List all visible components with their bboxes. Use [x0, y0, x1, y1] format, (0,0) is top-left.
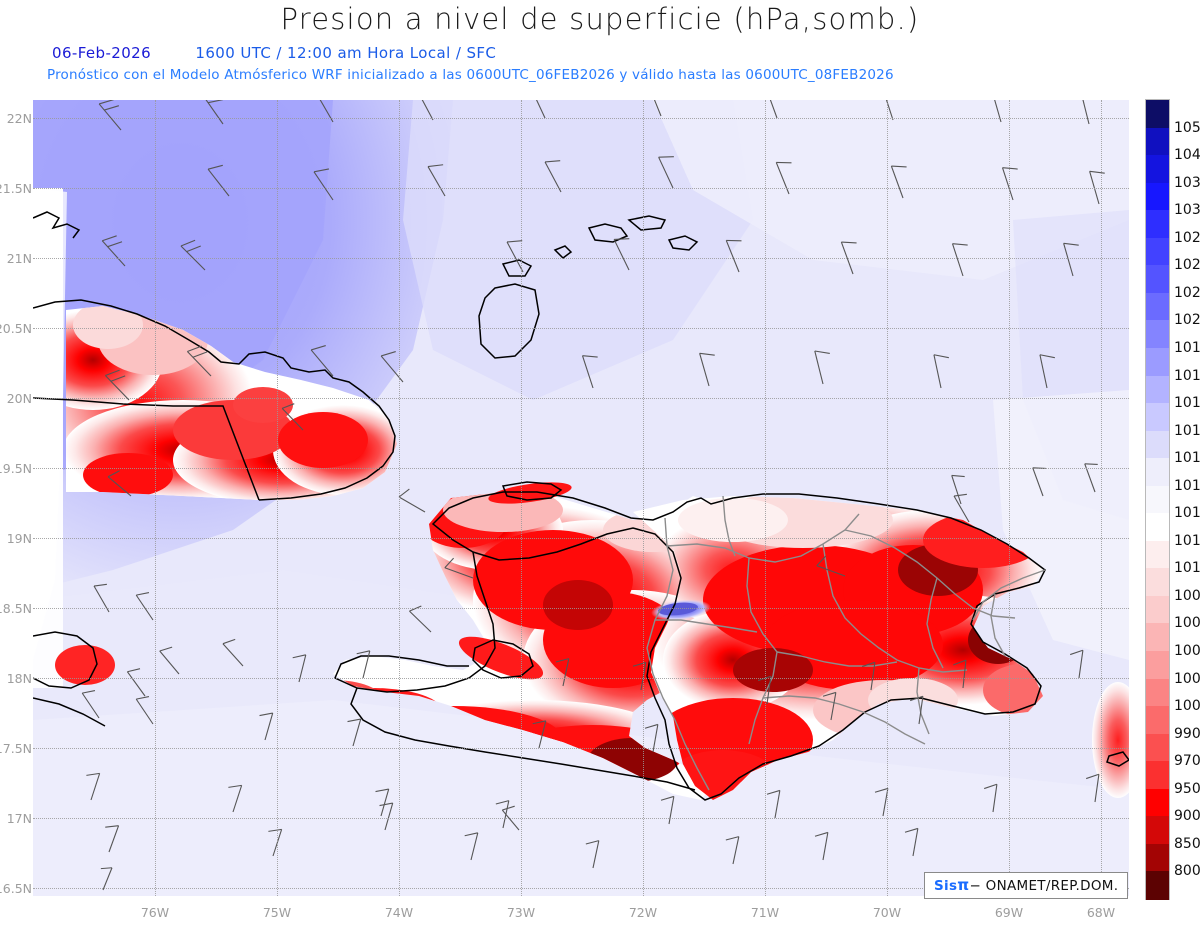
y-axis-tick-label: 21N: [6, 251, 32, 266]
colorbar-label: 1013: [1174, 505, 1200, 522]
colorbar-label: 850: [1174, 835, 1200, 852]
y-axis-tick-label: 16.5N: [0, 881, 32, 896]
colorbar-band: [1146, 678, 1169, 707]
y-axis-tick-label: 19N: [6, 531, 32, 546]
colorbar-band: [1146, 375, 1169, 404]
logo-agency-text: − ONAMET/REP.DOM.: [969, 878, 1119, 894]
colorbar-band: [1146, 347, 1169, 377]
colorbar-label: 1028: [1174, 229, 1200, 246]
colorbar-label: 1010: [1174, 560, 1200, 577]
coastline-borders-layer: [33, 211, 1129, 801]
colorbar-label: 1016: [1174, 422, 1200, 439]
colorbar-band: [1146, 127, 1169, 156]
y-axis-tick-label: 18.5N: [0, 601, 32, 616]
subtitle-row: 06-Feb-2026 1600 UTC / 12:00 am Hora Loc…: [52, 44, 496, 62]
x-axis-tick-label: 72W: [628, 905, 658, 920]
x-axis-tick-label: 68W: [1086, 905, 1116, 920]
map-plot-area[interactable]: [33, 100, 1129, 896]
logo-pi-icon: π: [957, 876, 970, 894]
colorbar-band: [1146, 816, 1169, 845]
x-axis-tick-label: 75W: [262, 905, 292, 920]
x-axis-tick-label: 69W: [994, 905, 1024, 920]
colorbar-label: 1002: [1174, 670, 1200, 687]
colorbar-label: 1020: [1174, 312, 1200, 329]
logo-sis-text: Sis: [934, 878, 958, 894]
wind-barbs-layer: [81, 100, 1105, 891]
pressure-colorbar[interactable]: [1145, 99, 1170, 900]
colorbar-band: [1146, 595, 1169, 625]
colorbar-band: [1146, 210, 1169, 239]
x-axis-tick-label: 71W: [750, 905, 780, 920]
colorbar-band: [1146, 623, 1169, 652]
colorbar-band: [1146, 182, 1169, 211]
colorbar-band: [1146, 265, 1169, 294]
colorbar-label: 1015: [1174, 450, 1200, 467]
page-title: Presion a nivel de superficie (hPa,somb.…: [280, 2, 920, 36]
colorbar-label: 1017: [1174, 395, 1200, 412]
colorbar-band: [1146, 568, 1169, 597]
x-axis-tick-label: 74W: [384, 905, 414, 920]
gridlines-layer: [33, 100, 1129, 896]
colorbar-label: 1004: [1174, 643, 1200, 660]
y-axis-tick-label: 19.5N: [0, 461, 32, 476]
colorbar-label: 1012: [1174, 532, 1200, 549]
colorbar-label: 950: [1174, 780, 1200, 797]
colorbar-label: 990: [1174, 725, 1200, 742]
colorbar-label: 1006: [1174, 615, 1200, 632]
y-axis-tick-label: 20.5N: [0, 321, 32, 336]
colorbar-label: 1050: [1174, 119, 1200, 136]
colorbar-label: 1008: [1174, 587, 1200, 604]
colorbar-band: [1146, 237, 1169, 266]
colorbar-label: 1014: [1174, 477, 1200, 494]
colorbar-band: [1146, 761, 1169, 790]
y-axis-tick-label: 21.5N: [0, 181, 32, 196]
colorbar-band: [1146, 513, 1169, 542]
pressure-shading-layer: [33, 100, 1129, 896]
colorbar-band: [1146, 733, 1169, 762]
colorbar-label: 1022: [1174, 284, 1200, 301]
x-axis-tick-label: 76W: [140, 905, 170, 920]
y-axis-tick-label: 17N: [6, 811, 32, 826]
forecast-date: 06-Feb-2026: [52, 44, 152, 62]
colorbar-band: [1146, 430, 1169, 459]
y-axis-tick-label: 18N: [6, 671, 32, 686]
y-axis-tick-label: 20N: [6, 391, 32, 406]
colorbar-band: [1146, 458, 1169, 487]
colorbar-band: [1146, 292, 1169, 321]
colorbar-band: [1146, 788, 1169, 817]
colorbar-band: [1146, 155, 1169, 184]
y-axis-tick-label: 22N: [6, 111, 32, 126]
colorbar-band: [1146, 403, 1169, 432]
colorbar-label: 1019: [1174, 339, 1200, 356]
colorbar-band: [1146, 706, 1169, 735]
colorbar-label: 1025: [1174, 257, 1200, 274]
colorbar-band: [1146, 871, 1169, 900]
x-axis-tick-label: 73W: [506, 905, 536, 920]
y-axis-tick-label: 17.5N: [0, 741, 32, 756]
colorbar-band: [1146, 320, 1169, 349]
colorbar-label: 1018: [1174, 367, 1200, 384]
forecast-description: Pronóstico con el Modelo Atmósferico WRF…: [47, 67, 894, 83]
colorbar-band: [1146, 540, 1169, 569]
colorbar-band: [1146, 843, 1169, 873]
colorbar-label: 800: [1174, 863, 1200, 880]
colorbar-label: 1000: [1174, 698, 1200, 715]
colorbar-band: [1146, 651, 1169, 680]
x-axis-tick-label: 70W: [872, 905, 902, 920]
colorbar-label: 970: [1174, 753, 1200, 770]
colorbar-label: 1030: [1174, 202, 1200, 219]
colorbar-label: 1040: [1174, 147, 1200, 164]
colorbar-band: [1146, 100, 1169, 129]
colorbar-label: 900: [1174, 808, 1200, 825]
valid-time: 1600 UTC / 12:00 am Hora Local / SFC: [195, 44, 497, 62]
colorbar-label: 1035: [1174, 174, 1200, 191]
colorbar-band: [1146, 485, 1169, 514]
provider-logo: Sisπ− ONAMET/REP.DOM.: [924, 872, 1129, 899]
